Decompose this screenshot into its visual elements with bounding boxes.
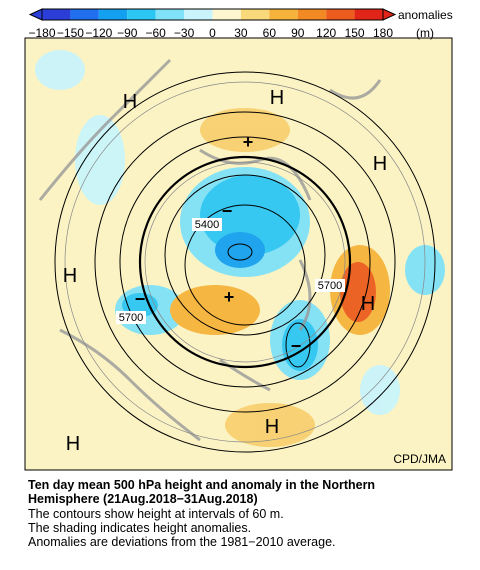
caption-title-2: Hemisphere (21Aug.2018−31Aug.2018) [28,492,258,506]
contour-label: 5700 [318,280,342,292]
contour-label-bg [116,311,146,324]
colorbar-tick-label: −150 [57,26,84,40]
colorbar-swatch [70,9,99,20]
colorbar-unit: anomalies [398,8,453,22]
colorbar-frame [41,8,384,21]
colorbar-swatch [212,9,241,20]
colorbar-swatch [155,9,185,20]
colorbar-tick-label: 180 [373,26,393,40]
colorbar-tick-label: 30 [234,26,248,40]
map-label: − [222,201,233,221]
map-frame [24,37,453,471]
caption-line: The shading indicates height anomalies. [28,521,252,535]
map-label: H [373,153,387,175]
colorbar-swatch [184,9,213,20]
caption-line: The contours show height at intervals of… [28,507,284,521]
colorbar-swatch [98,9,128,20]
contour-label: 5400 [195,219,219,231]
colorbar-swatch [354,9,383,20]
map-label: H [270,87,284,109]
colorbar-tick-label: −120 [85,26,112,40]
caption-title-1: Ten day mean 500 hPa height and anomaly … [28,478,376,492]
colorbar-tick-label: −180 [28,26,55,40]
contours [54,71,436,453]
colorbar-unit: (m) [416,26,434,40]
coastlines [38,58,382,442]
colorbar-tick-label: −30 [174,26,195,40]
map-label: H [361,293,375,315]
map-label: − [291,336,302,356]
contour-label-bg [192,218,222,231]
colorbar-arrow [382,8,397,21]
colorbar-swatch [127,9,156,20]
caption-line: Anomalies are deviations from the 1981−2… [28,535,336,549]
map-label: + [243,132,254,152]
colorbar-swatch [240,9,270,20]
colorbar-tick-label: −60 [145,26,166,40]
map-label: H [265,416,279,438]
credit: CPD/JMA [393,452,446,466]
colorbar-arrow [28,8,43,21]
map-label: H [63,265,77,287]
colorbar-tick-label: 120 [316,26,336,40]
map-label: + [224,287,235,307]
contour-label-bg [315,279,345,292]
colorbar-tick-label: −90 [117,26,138,40]
colorbar-swatch [297,9,327,20]
map-figure: −180 −150 −120 −90 −60 −30 0 30 60 90 120 150 180 ano… [24,8,453,471]
colorbar-tick-label: 60 [263,26,277,40]
contour-label: 5700 [119,312,143,324]
colorbar-tick-label: 0 [209,26,216,40]
colorbar-swatch [326,9,355,20]
graticule [64,81,426,443]
map-label: H [66,433,80,455]
map-label: H [123,91,137,113]
colorbar-tick-label: 90 [291,26,305,40]
colorbar-swatch [42,9,71,20]
map-label: − [135,289,146,309]
colorbar-tick-label: 150 [345,26,365,40]
colorbar-swatch [269,9,298,20]
map-body [35,50,445,453]
